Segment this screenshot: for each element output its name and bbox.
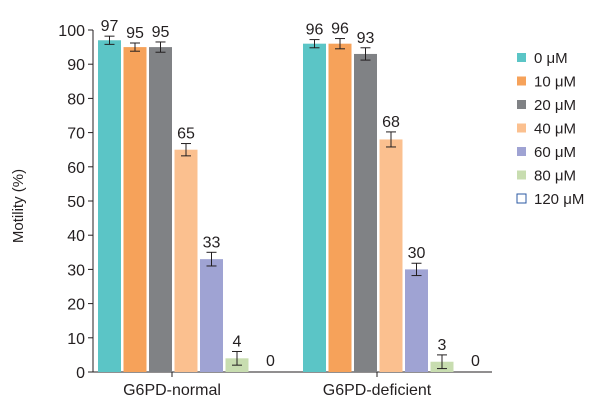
x-category-label: G6PD-normal [123,382,221,399]
y-tick-label: 10 [67,331,85,348]
y-tick-label: 70 [67,126,85,143]
legend: 0 μM 10 μM 20 μM 40 μM 60 μM 80 μM 120 μM [516,50,584,208]
bar [149,47,172,372]
bar [405,269,428,372]
y-tick-label: 40 [67,228,85,245]
y-tick-label: 80 [67,91,85,108]
legend-swatch [517,53,526,62]
y-tick-label: 100 [58,23,85,40]
error-bars [104,35,447,370]
legend-swatch [517,170,526,180]
legend-swatch [517,100,526,109]
y-tick-label: 30 [67,262,85,279]
legend-label: 0 μM [534,50,568,67]
bar [123,47,147,372]
bar [98,40,121,372]
y-tick-label: 50 [67,194,85,211]
data-label: 95 [126,25,144,42]
legend-swatch [517,123,526,133]
legend-label: 20 μM [534,97,576,114]
data-label: 97 [101,18,119,35]
legend-label: 10 μM [534,74,576,91]
bar [174,149,198,372]
legend-label: 60 μM [534,144,576,161]
legend-swatch [517,76,526,86]
bar [354,53,377,372]
data-label: 30 [408,245,426,262]
data-label: 96 [306,22,324,39]
y-tick-label: 90 [67,57,85,74]
data-label: 68 [382,114,400,131]
data-label: 0 [471,353,480,370]
data-label: 3 [438,337,447,354]
bars [98,40,454,373]
legend-swatch [517,147,526,156]
bar [303,43,326,373]
data-label: 4 [233,333,242,350]
data-label: 0 [266,353,275,370]
y-tick-label: 20 [67,297,85,314]
legend-swatch [516,193,527,204]
data-label: 96 [331,21,349,38]
y-tick-label: 60 [67,160,85,177]
y-axis-label: Motility (%) [10,169,27,243]
data-label: 95 [152,24,170,41]
data-label: 65 [177,126,195,143]
bar [328,43,352,373]
y-axis-label-group: Motility (%) [10,169,27,243]
legend-label: 40 μM [534,121,576,138]
bar [379,139,403,372]
x-category-label: G6PD-deficient [323,382,432,399]
bar [200,259,223,372]
y-tick-label: 0 [76,365,85,382]
legend-label: 80 μM [534,168,576,185]
data-label: 33 [203,234,221,251]
legend-label: 120 μM [534,191,584,208]
data-label: 93 [357,30,375,47]
